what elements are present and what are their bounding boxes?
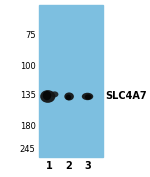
- Ellipse shape: [51, 91, 58, 97]
- Text: 100: 100: [20, 62, 36, 71]
- Ellipse shape: [82, 93, 93, 100]
- Ellipse shape: [40, 90, 55, 103]
- Text: 1: 1: [46, 161, 53, 171]
- Text: 3: 3: [84, 161, 91, 171]
- Ellipse shape: [66, 95, 71, 100]
- Text: 180: 180: [20, 122, 36, 131]
- Text: 75: 75: [25, 31, 36, 40]
- Ellipse shape: [85, 94, 92, 100]
- Ellipse shape: [64, 92, 74, 101]
- Text: SLC4A7: SLC4A7: [105, 92, 147, 101]
- Ellipse shape: [43, 91, 51, 100]
- Text: 245: 245: [20, 145, 36, 154]
- Text: 135: 135: [20, 91, 36, 100]
- Bar: [39, 5, 103, 157]
- Text: 2: 2: [66, 161, 72, 171]
